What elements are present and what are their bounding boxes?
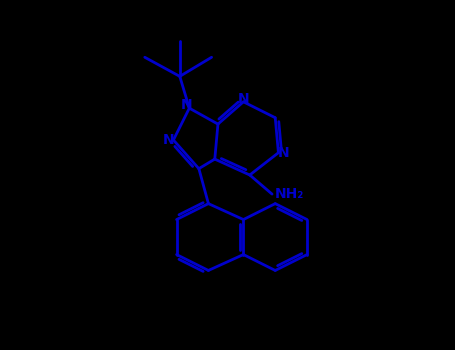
Text: N: N	[163, 133, 174, 147]
Text: N: N	[180, 98, 192, 112]
Text: N: N	[238, 92, 249, 106]
Text: N: N	[278, 146, 289, 160]
Text: NH₂: NH₂	[275, 187, 304, 201]
